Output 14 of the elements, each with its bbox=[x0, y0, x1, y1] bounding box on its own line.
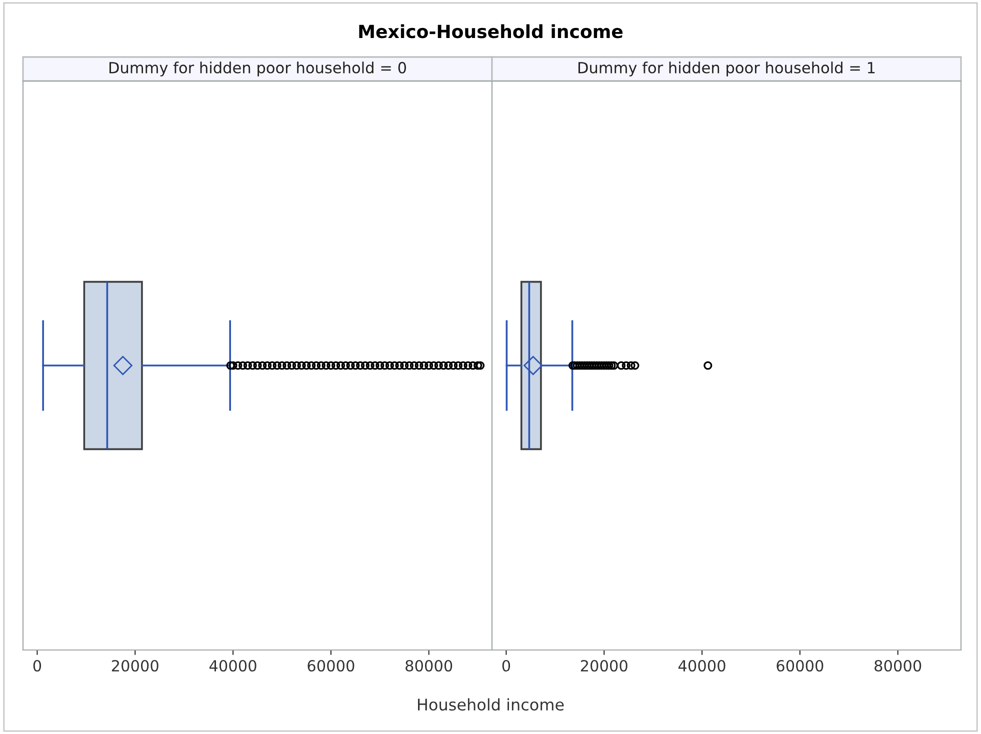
x-tick-label: 40000 bbox=[209, 660, 256, 672]
chart-subtitle: Dummy for hidden poor household = 0 bbox=[109, 62, 406, 76]
x-tick-label: 60000 bbox=[308, 660, 354, 672]
x-tick-label: 20000 bbox=[580, 660, 628, 672]
x-tick-label: 20000 bbox=[112, 660, 158, 672]
chart-title: Mexico-Household income bbox=[359, 24, 623, 38]
x-tick-label: 40000 bbox=[678, 660, 726, 672]
chart-subtitle: Dummy for hidden poor household = 1 bbox=[578, 62, 875, 76]
x-tick-label: 60000 bbox=[776, 660, 824, 672]
x-axis-title: Household income bbox=[418, 698, 564, 711]
x-tick-label: 0 bbox=[33, 660, 42, 672]
x-tick-label: 0 bbox=[502, 660, 510, 672]
x-tick-label: 80000 bbox=[406, 660, 452, 672]
x-tick-label: 80000 bbox=[874, 660, 922, 672]
